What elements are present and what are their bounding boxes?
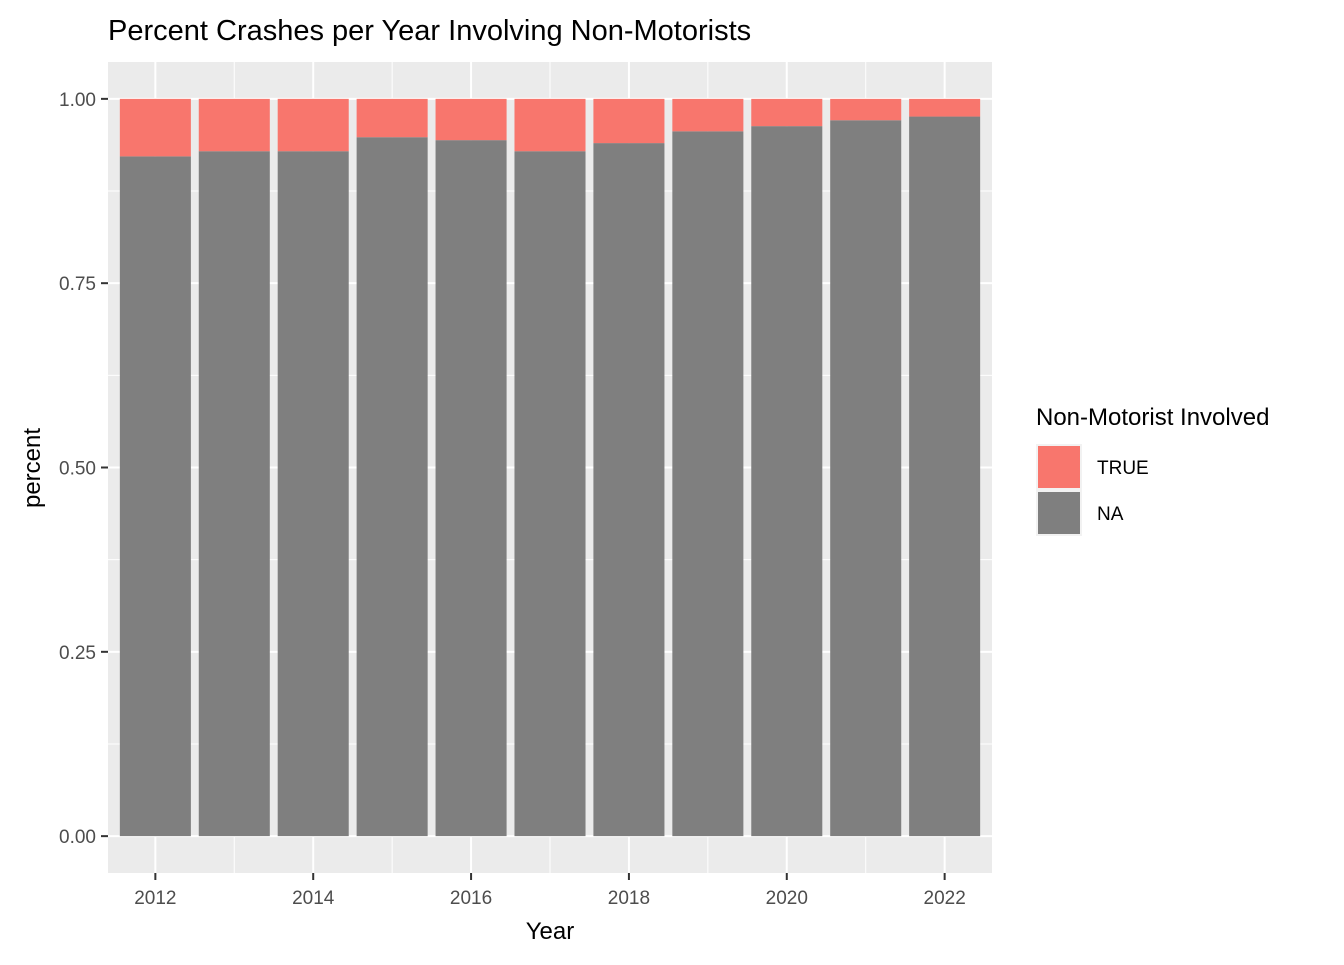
legend-swatch-true [1038,446,1080,488]
y-tick-label: 0.25 [59,643,96,664]
y-tick-label: 0.00 [59,827,96,848]
legend: Non-Motorist Involved TRUE NA [1036,404,1269,536]
bar-2015-true [356,98,428,138]
bar-2020-true [751,98,823,127]
bar-2019-true [672,98,744,132]
bar-2014-true [277,98,349,152]
bar-2022-na [909,116,981,837]
bar-2022-true [909,98,981,117]
y-tick-label: 1.00 [59,90,96,111]
y-axis-label: percent [19,428,46,508]
y-tick-label: 0.50 [59,459,96,480]
bar-2012-true [119,98,191,157]
x-tick-label: 2022 [924,888,966,909]
x-tick-label: 2014 [292,888,335,909]
bar-2016-na [435,140,507,837]
bar-2017-na [514,151,586,837]
bar-2017-true [514,98,586,152]
legend-swatch-na [1038,492,1080,534]
x-tick-label: 2020 [766,888,808,909]
bar-2018-true [593,98,665,144]
x-tick-label: 2018 [608,888,650,909]
legend-label-na: NA [1097,504,1124,525]
bar-2018-na [593,143,665,837]
chart-title: Percent Crashes per Year Involving Non-M… [108,15,751,47]
bar-2013-true [198,98,270,152]
bar-2019-na [672,131,744,837]
bar-2013-na [198,151,270,837]
y-axis: 0.00 0.25 0.50 0.75 1.00 [59,90,108,848]
x-axis-label: Year [526,918,575,945]
bars [119,98,981,837]
y-tick-label: 0.75 [59,274,96,295]
bar-2014-na [277,151,349,837]
bar-2016-true [435,98,507,141]
bar-2012-na [119,156,191,837]
bar-2021-true [830,98,902,121]
bar-2020-na [751,126,823,837]
bar-2021-na [830,120,902,837]
x-tick-label: 2012 [134,888,176,909]
x-axis: 2012 2014 2016 2018 2020 2022 [134,873,966,909]
bar-2015-na [356,137,428,837]
legend-title: Non-Motorist Involved [1036,404,1269,431]
x-tick-label: 2016 [450,888,492,909]
legend-items: TRUE NA [1036,444,1149,536]
legend-label-true: TRUE [1097,458,1149,479]
